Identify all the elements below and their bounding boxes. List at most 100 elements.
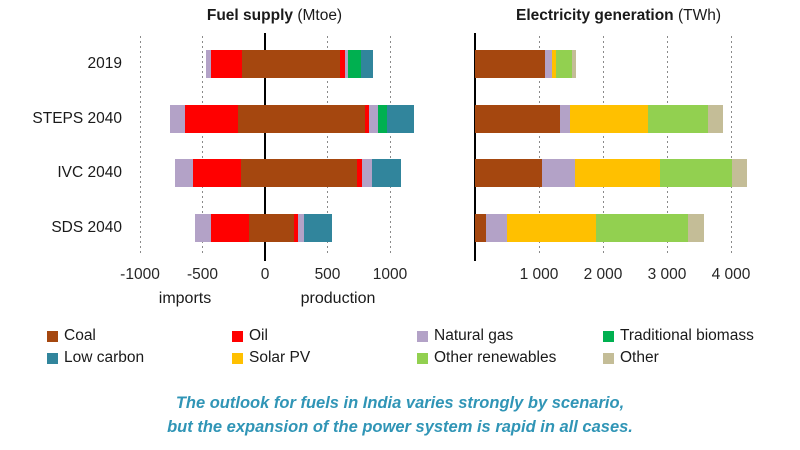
bar-segment-oil [294,214,299,242]
gridline [730,36,732,256]
bar-segment-natural-gas [560,105,571,133]
legend-label: Natural gas [434,327,514,344]
coal-swatch [47,330,58,342]
natural-gas-swatch [417,330,428,342]
bar-segment-coal [265,105,365,133]
bar-segment-natural-gas [345,50,348,78]
legend-label: Solar PV [249,349,311,366]
x-tick-label: 1 000 [519,266,559,283]
bar-segment-coal [475,159,542,187]
bar-segment-coal [265,214,295,242]
category-label-ivc-2040: IVC 2040 [57,164,122,181]
zero-axis-line [264,33,266,261]
gridline [389,36,391,256]
bar-segment-oil [211,214,249,242]
fuel-supply-title-unit: (Mtoe) [297,7,343,24]
x-tick-label: 3 000 [647,266,687,283]
bar-segment-solar-pv [552,50,557,78]
legend-label: Coal [64,327,96,344]
category-label-sds-2040: SDS 2040 [51,219,122,236]
low-carbon-swatch [47,352,58,364]
bar-segment-coal [265,159,357,187]
legend-label: Other [620,349,659,366]
legend-item-oil: Oil [232,328,268,344]
bar-segment-natural-gas [205,50,211,78]
bar-segment-solar-pv [574,159,660,187]
bar-segment-coal [241,50,265,78]
legend-label: Other renewables [434,349,557,366]
fuel-supply-title-text: Fuel supply [206,7,293,24]
electricity-generation-title: Electricity generation (TWh) [475,5,762,27]
bar-segment-coal [475,214,486,242]
bar-segment-low-carbon [371,159,401,187]
bar-segment-other [688,214,705,242]
bar-segment-natural-gas [485,214,507,242]
bar-segment-oil [210,50,242,78]
traditional-biomass-swatch [603,330,614,342]
legend-item-traditional-biomass: Traditional biomass [603,328,754,344]
gridline [666,36,668,256]
caption-line-1: The outlook for fuels in India varies st… [175,394,625,412]
electricity-generation-title-unit: (TWh) [677,7,721,24]
legend-item-solar-pv: Solar PV [232,350,310,366]
production-axis-label: production [300,290,376,307]
bar-segment-solar-pv [506,214,597,242]
bar-segment-oil [365,105,370,133]
bar-segment-oil [356,159,362,187]
electricity-generation-title-text: Electricity generation [516,7,674,24]
other-renewables-swatch [417,352,428,364]
bar-segment-coal [475,105,561,133]
bar-segment-coal [265,50,340,78]
gridline [202,36,203,256]
bar-segment-traditional-biomass [347,50,361,78]
bar-segment-coal [238,105,265,133]
oil-swatch [232,330,243,342]
category-label-steps-2040: STEPS 2040 [32,110,122,127]
legend-item-low-carbon: Low carbon [47,350,144,366]
bar-segment-natural-gas [298,214,304,242]
x-tick-label: 2 000 [583,266,623,283]
gridline [538,36,540,256]
bar-segment-other-renewables [596,214,689,242]
fuel-supply-title: Fuel supply (Mtoe) [127,5,422,27]
bar-segment-natural-gas [369,105,378,133]
legend-item-other: Other [603,350,659,366]
legend-item-other-renewables: Other renewables [417,350,556,366]
gridline [139,36,141,256]
legend-item-natural-gas: Natural gas [417,328,513,344]
bar-segment-other [572,50,577,78]
bar-segment-oil [185,105,239,133]
bar-segment-low-carbon [360,50,373,78]
bar-segment-coal [475,50,546,78]
gridline [602,36,604,256]
legend-label: Traditional biomass [620,327,754,344]
imports-axis-label: imports [158,290,212,307]
x-tick-label: 500 [314,266,341,283]
bar-segment-traditional-biomass [377,105,387,133]
bar-segment-other [708,105,724,133]
bar-segment-other [731,159,747,187]
x-tick-label: 4 000 [711,266,751,283]
x-tick-label: -500 [186,266,219,283]
bar-segment-natural-gas [170,105,185,133]
bar-segment-natural-gas [195,214,212,242]
bar-segment-natural-gas [361,159,372,187]
bar-segment-coal [240,159,265,187]
legend-label: Low carbon [64,349,145,366]
x-tick-label: 1000 [372,266,408,283]
x-tick-label: -1000 [120,266,160,283]
bar-segment-natural-gas [541,159,575,187]
x-tick-label: 0 [260,266,270,283]
gridline [327,36,328,256]
bar-segment-low-carbon [386,105,415,133]
legend-label: Oil [249,327,268,344]
other-swatch [603,352,614,364]
bar-segment-solar-pv [570,105,649,133]
bar-segment-natural-gas [175,159,193,187]
bar-segment-other-renewables [556,50,573,78]
bar-segment-oil [340,50,345,78]
bar-segment-other-renewables [648,105,709,133]
bar-segment-natural-gas [545,50,553,78]
bar-segment-oil [192,159,241,187]
